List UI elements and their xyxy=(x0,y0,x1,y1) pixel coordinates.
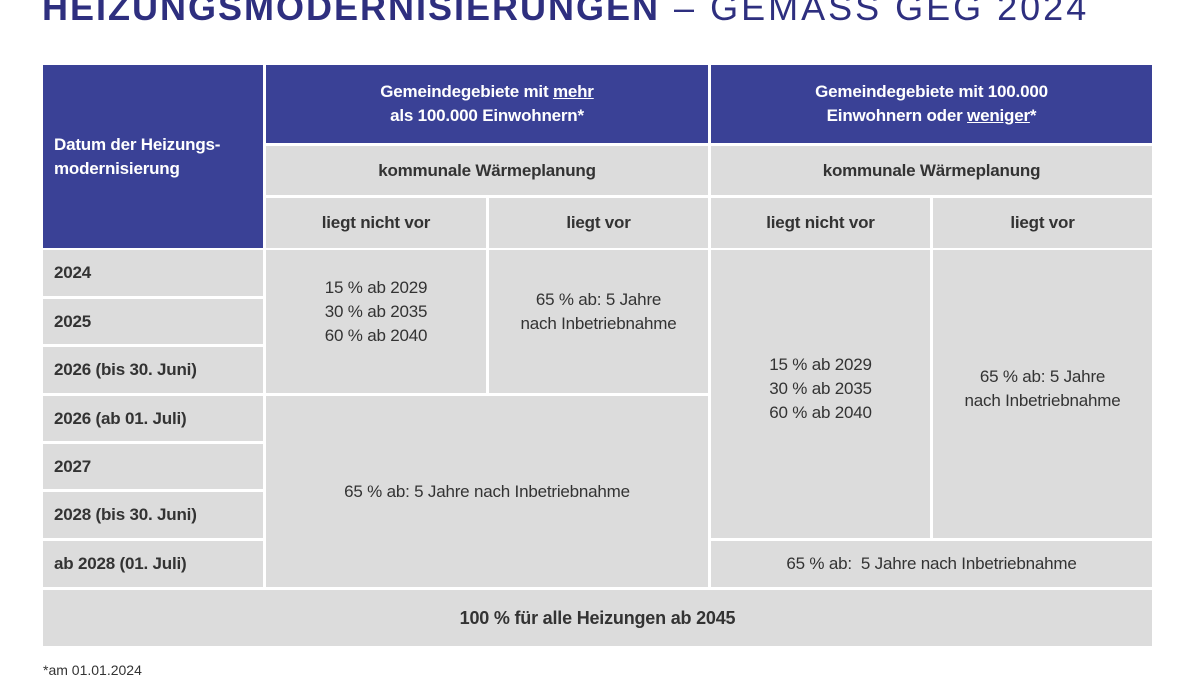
rule-line: 30 % ab 2035 xyxy=(769,379,872,398)
planning-header: kommunale Wärmeplanung xyxy=(266,146,708,195)
date-cell: 2024 xyxy=(43,250,263,296)
rule-line: 15 % ab 2029 xyxy=(324,277,428,297)
footnote: *am 01.01.2024 xyxy=(43,662,142,678)
date-cell: ab 2028 (01. Juli) xyxy=(43,541,263,587)
header-text: Einwohnern oder xyxy=(826,106,963,125)
corner-line: Datum der Heizungs- xyxy=(54,134,221,154)
status-header: liegt vor xyxy=(489,198,708,248)
header-line: Gemeindegebiete mit mehr xyxy=(380,80,594,104)
status-header: liegt nicht vor xyxy=(711,198,930,248)
header-line: Gemeindegebiete mit 100.000 xyxy=(815,82,1048,101)
header-text: * xyxy=(1029,106,1037,125)
planning-header: kommunale Wärmeplanung xyxy=(711,146,1152,195)
date-cell: 2026 (bis 30. Juni) xyxy=(43,347,263,393)
header-line: als 100.000 Einwohnern* xyxy=(390,106,584,125)
date-cell: 2025 xyxy=(43,299,263,344)
rule-line: nach Inbetriebnahme xyxy=(520,313,677,333)
corner-line: modernisierung xyxy=(54,158,180,178)
date-cell: 2026 (ab 01. Juli) xyxy=(43,396,263,441)
rule-cell: 65 % ab: 5 Jahre nach Inbetriebnahme xyxy=(711,541,1152,587)
status-header: liegt vor xyxy=(933,198,1152,248)
date-cell: 2028 (bis 30. Juni) xyxy=(43,492,263,538)
region-a-header: Gemeindegebiete mit mehr als 100.000 Ein… xyxy=(266,65,708,143)
rule-line: 65 % ab: 5 Jahre xyxy=(535,289,662,309)
rule-cell: 65 % ab: 5 Jahre nach Inbetriebnahme xyxy=(933,250,1152,538)
rule-line: 15 % ab 2029 xyxy=(769,355,872,374)
rule-line: 60 % ab 2040 xyxy=(769,403,872,422)
rule-line: 30 % ab 2035 xyxy=(324,301,428,321)
rule-line: 60 % ab 2040 xyxy=(324,325,428,345)
corner-header: Datum der Heizungs- modernisierung xyxy=(43,65,263,248)
rule-line: 65 % ab: 5 Jahre xyxy=(979,367,1106,386)
subtitle: – GEMÄSS GEG 2024 xyxy=(674,0,1090,28)
title-block: HEIZUNGSMODERNISIERUNGEN – GEMÄSS GEG 202… xyxy=(42,0,1089,28)
region-b-header: Gemeindegebiete mit 100.000 Einwohnern o… xyxy=(711,65,1152,143)
rule-cell: 65 % ab: 5 Jahre nach Inbetriebnahme xyxy=(266,396,708,587)
header-underlined: weniger xyxy=(967,106,1030,125)
status-header: liegt nicht vor xyxy=(266,198,486,248)
header-line: Einwohnern oder weniger* xyxy=(827,104,1037,128)
rule-line: nach Inbetriebnahme xyxy=(964,391,1121,410)
rule-cell: 65 % ab: 5 Jahre nach Inbetriebnahme xyxy=(489,250,708,393)
rule-cell: 15 % ab 2029 30 % ab 2035 60 % ab 2040 xyxy=(266,250,486,393)
header-underlined: mehr xyxy=(552,82,594,101)
date-cell: 2027 xyxy=(43,444,263,489)
final-row: 100 % für alle Heizungen ab 2045 xyxy=(43,590,1152,646)
title: HEIZUNGSMODERNISIERUNGEN xyxy=(42,0,661,28)
rule-cell: 15 % ab 2029 30 % ab 2035 60 % ab 2040 xyxy=(711,250,930,538)
header-text: Gemeindegebiete mit xyxy=(380,82,549,101)
